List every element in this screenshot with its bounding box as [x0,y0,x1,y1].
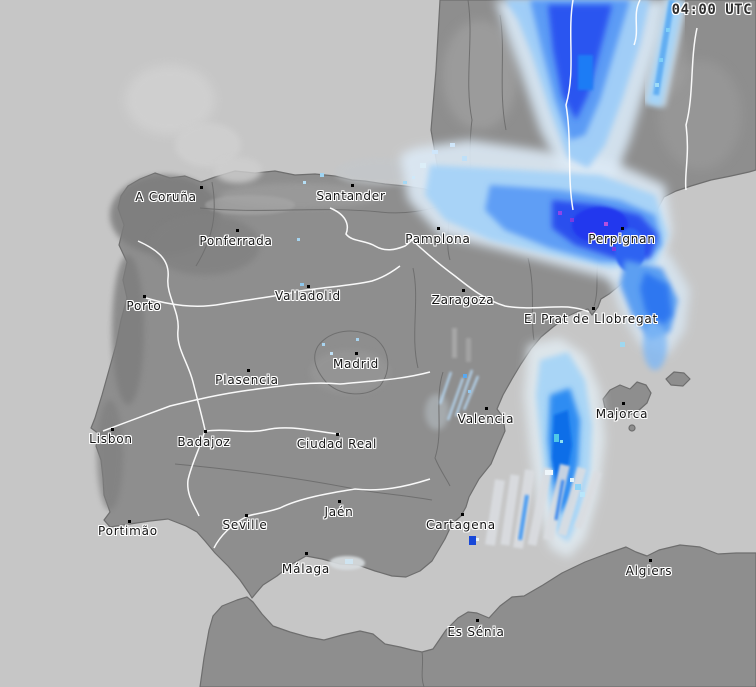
city-dot [649,559,652,562]
city-label: Valencia [457,412,515,426]
city-label: Badajoz [177,435,231,449]
city-label: Santander [316,189,386,203]
city-dot [305,552,308,555]
city-label: Majorca [595,407,649,421]
city-label: Jaén [324,505,354,519]
city-label: A Coruña [135,190,197,204]
city-dot [622,402,625,405]
city-dot [355,352,358,355]
city-dot [128,520,131,523]
city-label: Pamplona [405,232,471,246]
city-label: Zaragoza [431,293,495,307]
city-dot [351,184,354,187]
river-tagus [102,371,431,432]
river-douro [145,265,401,307]
river-france-3 [633,0,641,46]
city-dot [200,186,203,189]
river-guadalquivir [213,478,431,549]
city-dot [247,369,250,372]
city-dot [245,514,248,517]
rivers-borders-layer [102,0,698,549]
land-africa [199,544,756,687]
small-echoes [297,143,625,564]
city-label: Portimão [98,524,158,538]
city-dot [111,428,114,431]
river-france-2 [684,27,698,191]
city-dot [143,295,146,298]
city-dot [336,433,339,436]
river-guadiana [206,427,341,435]
city-dot [462,289,465,292]
city-label: Plasencia [215,373,279,387]
city-label: Perpignan [588,232,656,246]
city-dot [485,407,488,410]
city-dot [338,500,341,503]
city-dot [437,227,440,230]
city-label: Porto [126,299,162,313]
city-label: Algiers [625,564,673,578]
radar-spokes [469,463,602,549]
city-dot [592,307,595,310]
border-portugal-spain [137,240,206,517]
timestamp: 04:00 UTC [671,2,752,18]
city-dot [307,285,310,288]
city-dot [461,513,464,516]
city-label: Málaga [281,562,331,576]
river-france-1 [565,0,574,211]
city-label: Seville [222,518,268,532]
city-label: Lisbon [89,432,133,446]
city-label: Ponferrada [199,234,273,248]
river-ebro-headwaters [329,207,413,251]
island-majorca [602,381,652,417]
city-label: Es Sénia [447,625,505,639]
island-cabrera [628,424,636,432]
city-dot [476,619,479,622]
city-dot [621,227,624,230]
city-dot [204,430,207,433]
city-label: Madrid [332,357,380,371]
city-label: Ciudad Real [296,437,378,451]
city-dot [236,229,239,232]
terrain-shading-layer [97,20,742,570]
city-label: El Prat de Llobregat [523,312,659,326]
island-menorca [665,371,691,387]
precipitation-layer [297,0,690,564]
city-label: Cartagena [426,518,496,532]
city-label: Valladolid [275,289,341,303]
river-ebro [411,239,590,313]
